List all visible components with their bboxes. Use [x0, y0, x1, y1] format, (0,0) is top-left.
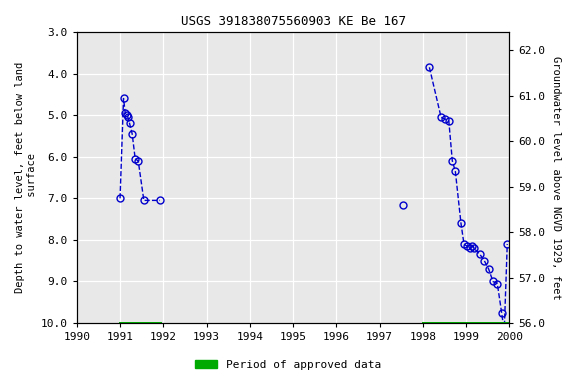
Y-axis label: Groundwater level above NGVD 1929, feet: Groundwater level above NGVD 1929, feet — [551, 56, 561, 300]
Bar — [422, 322, 511, 334]
Legend: Period of approved data: Period of approved data — [191, 356, 385, 375]
Y-axis label: Depth to water level, feet below land
 surface: Depth to water level, feet below land su… — [15, 62, 37, 293]
Title: USGS 391838075560903 KE Be 167: USGS 391838075560903 KE Be 167 — [181, 15, 406, 28]
Bar — [119, 322, 162, 334]
